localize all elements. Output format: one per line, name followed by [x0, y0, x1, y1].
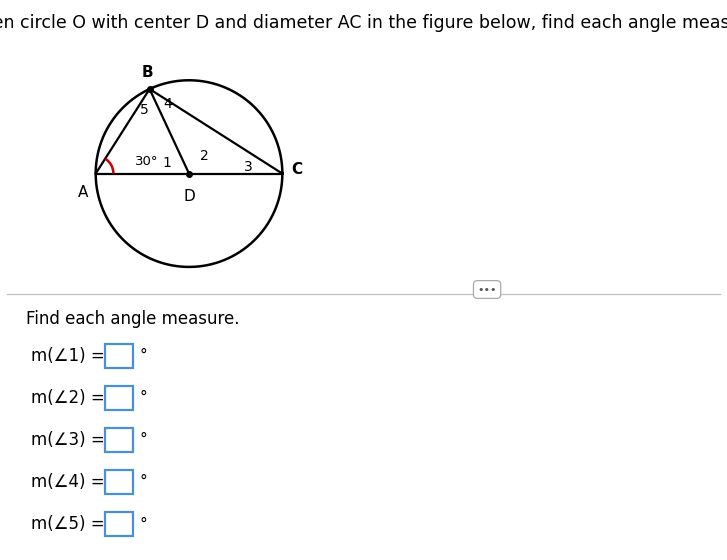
Text: •••: •••: [478, 284, 497, 295]
FancyBboxPatch shape: [105, 428, 133, 452]
Text: 1: 1: [163, 156, 172, 170]
Text: D: D: [183, 189, 195, 203]
FancyBboxPatch shape: [105, 386, 133, 410]
Text: °: °: [140, 516, 148, 531]
Text: 30°: 30°: [135, 156, 158, 169]
FancyBboxPatch shape: [105, 343, 133, 368]
Text: Find each angle measure.: Find each angle measure.: [26, 310, 240, 328]
Text: A: A: [78, 185, 88, 200]
Text: m(∠4) =: m(∠4) =: [31, 473, 109, 491]
Text: m(∠5) =: m(∠5) =: [31, 515, 109, 533]
Text: °: °: [140, 432, 148, 447]
FancyBboxPatch shape: [105, 470, 133, 494]
Text: B: B: [142, 64, 153, 80]
Text: 3: 3: [244, 160, 252, 174]
Text: Given circle O with center D and diameter AC in the figure below, find each angl: Given circle O with center D and diamete…: [0, 14, 727, 32]
Text: m(∠3) =: m(∠3) =: [31, 431, 110, 449]
Text: °: °: [140, 390, 148, 405]
Text: m(∠2) =: m(∠2) =: [31, 389, 110, 407]
Text: 5: 5: [140, 102, 148, 116]
FancyBboxPatch shape: [105, 512, 133, 536]
Text: C: C: [292, 162, 303, 178]
Text: °: °: [140, 474, 148, 489]
Text: 4: 4: [163, 97, 172, 111]
Text: m(∠1) =: m(∠1) =: [31, 347, 110, 365]
Text: 2: 2: [200, 150, 209, 164]
Text: °: °: [140, 348, 148, 363]
